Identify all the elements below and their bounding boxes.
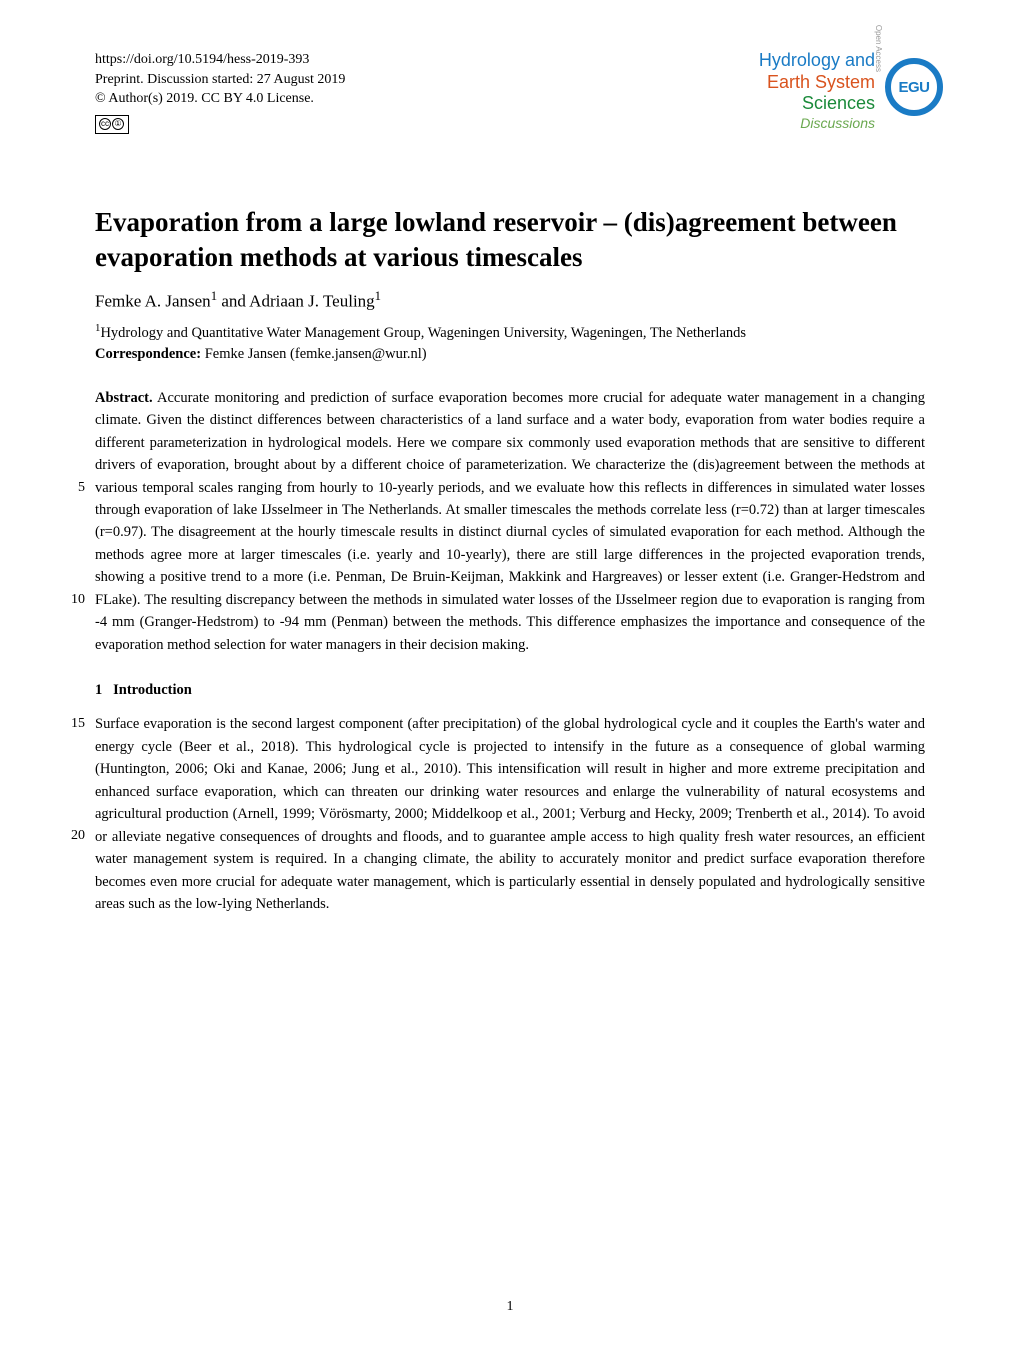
cc-license-badge: cc① <box>95 115 129 134</box>
section-title: Introduction <box>113 682 192 698</box>
author-list: Femke A. Jansen1 and Adriaan J. Teuling1 <box>95 289 925 312</box>
author-1: Femke A. Jansen <box>95 292 211 311</box>
line-number-20: 20 <box>57 825 85 847</box>
line-number-10: 10 <box>57 589 85 611</box>
line-number-15: 15 <box>57 713 85 735</box>
journal-hydrology: Hydrology and <box>759 50 875 72</box>
journal-sciences: Sciences <box>759 93 875 115</box>
header-right: Hydrology and Earth System Sciences Disc… <box>759 50 925 132</box>
section-1-heading: 1 Introduction <box>95 682 925 699</box>
correspondence-label: Correspondence: <box>95 346 201 362</box>
affiliation-line: 1Hydrology and Quantitative Water Manage… <box>95 322 925 342</box>
egu-logo-icon: EGU <box>885 58 943 116</box>
open-access-label: Open Access <box>874 25 883 72</box>
abstract: 5 10 Abstract. Accurate monitoring and p… <box>95 387 925 657</box>
intro-paragraph: 15 20 Surface evaporation is the second … <box>95 713 925 915</box>
correspondence-text: Femke Jansen (femke.jansen@wur.nl) <box>201 346 427 362</box>
cc-icon: cc <box>99 118 111 130</box>
correspondence-line: Correspondence: Femke Jansen (femke.jans… <box>95 346 925 363</box>
section-number: 1 <box>95 682 102 698</box>
journal-discussions: Discussions <box>759 115 875 132</box>
paper-title: Evaporation from a large lowland reservo… <box>95 205 925 275</box>
line-number-5: 5 <box>57 477 85 499</box>
and-separator: and <box>217 292 249 311</box>
journal-earth-system: Earth System <box>759 72 875 94</box>
author-2-affil: 1 <box>375 289 381 303</box>
abstract-label: Abstract. <box>95 390 153 406</box>
intro-text: Surface evaporation is the second larges… <box>95 716 925 912</box>
affiliation-text: Hydrology and Quantitative Water Managem… <box>100 325 746 341</box>
header: https://doi.org/10.5194/hess-2019-393 Pr… <box>95 50 925 170</box>
author-2: Adriaan J. Teuling <box>249 292 375 311</box>
abstract-text: Accurate monitoring and prediction of su… <box>95 390 925 653</box>
by-icon: ① <box>112 118 124 130</box>
page-number: 1 <box>507 1299 514 1315</box>
